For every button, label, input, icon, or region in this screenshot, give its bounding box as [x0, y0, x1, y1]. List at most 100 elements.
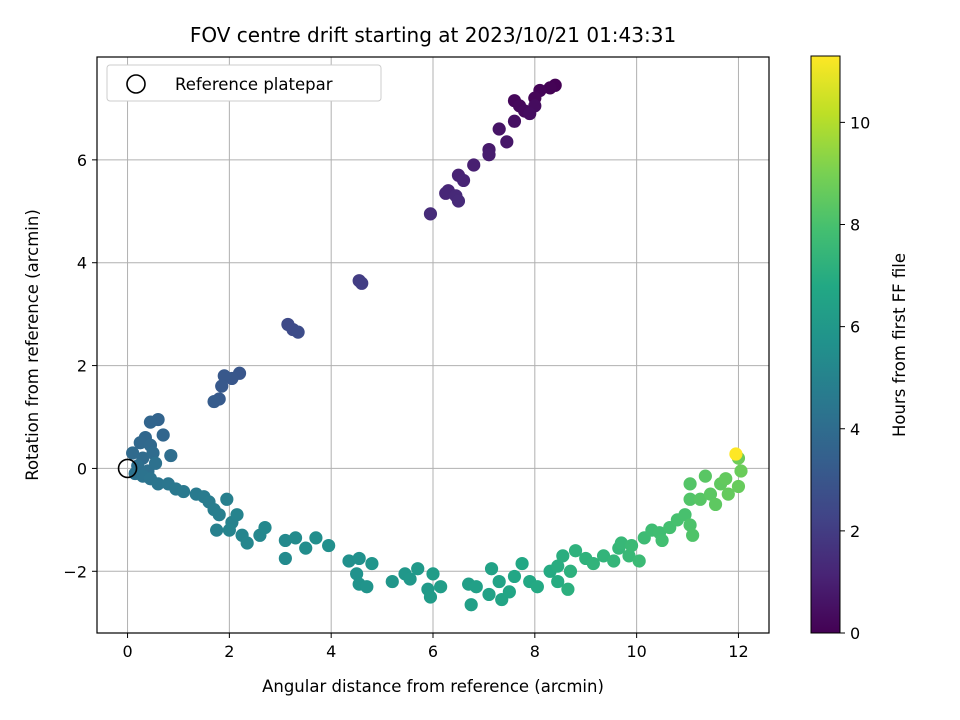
data-point — [288, 531, 303, 545]
colorbar-label: Hours from first FF file — [890, 253, 909, 437]
legend-marker-icon — [126, 74, 146, 94]
data-point — [309, 531, 323, 545]
data-point — [655, 533, 669, 548]
data-point — [729, 447, 743, 461]
y-tick-label: 0 — [77, 459, 87, 478]
data-point — [683, 518, 697, 532]
data-point — [207, 394, 221, 409]
data-point — [624, 538, 639, 553]
y-tick-label: 4 — [77, 254, 87, 273]
data-point — [423, 207, 438, 221]
grid-lines — [97, 57, 769, 633]
data-point — [411, 562, 425, 576]
data-point — [502, 585, 516, 599]
data-point — [719, 472, 733, 486]
data-point — [278, 551, 292, 566]
data-point — [355, 276, 369, 290]
legend-box — [106, 64, 382, 102]
chart-title: FOV centre drift starting at 2023/10/21 … — [190, 23, 676, 47]
data-point — [426, 567, 440, 581]
data-point — [360, 580, 374, 594]
data-point — [556, 549, 570, 563]
data-point — [220, 492, 234, 506]
data-point — [731, 479, 746, 494]
data-point — [434, 580, 448, 594]
data-point — [551, 574, 565, 589]
colorbar-ticks: 0 2 4 6 8 10 — [840, 113, 870, 643]
data-point — [176, 484, 191, 499]
data-point — [164, 448, 178, 463]
data-point — [143, 415, 158, 429]
data-point — [439, 186, 453, 200]
data-point — [385, 574, 399, 589]
data-point — [530, 580, 544, 594]
x-tick-label: 2 — [224, 642, 234, 661]
data-point — [215, 379, 229, 393]
data-point — [693, 492, 707, 506]
colorbar-tick-label: 0 — [850, 624, 860, 643]
colorbar-tick-label: 4 — [850, 420, 860, 439]
colorbar-tick-label: 10 — [850, 113, 870, 132]
data-point — [686, 528, 700, 542]
data-point — [148, 456, 163, 470]
y-axis-label: Rotation from reference (arcmin) — [23, 209, 42, 481]
data-point — [126, 446, 140, 460]
x-tick-label: 6 — [428, 642, 438, 661]
data-point — [133, 436, 147, 450]
colorbar-tick-label: 6 — [850, 318, 860, 337]
legend: Reference platepar — [106, 64, 382, 102]
colorbar-tick-label: 8 — [850, 216, 860, 235]
data-point — [240, 536, 254, 550]
data-point — [222, 523, 236, 537]
x-tick-label: 4 — [326, 642, 336, 661]
y-tick-label: 2 — [77, 357, 87, 376]
y-axis-ticks: −2 0 2 4 6 — [63, 151, 97, 581]
data-point — [403, 572, 417, 586]
data-point — [561, 582, 575, 596]
data-point — [614, 536, 628, 550]
data-point — [586, 556, 600, 571]
x-tick-label: 0 — [122, 642, 132, 661]
colorbar-scale — [810, 55, 841, 634]
data-point — [543, 81, 557, 95]
data-point — [683, 477, 697, 491]
data-point — [721, 487, 735, 501]
data-point — [482, 148, 496, 162]
data-point — [551, 559, 565, 573]
data-point — [632, 554, 646, 568]
data-point — [492, 574, 506, 589]
y-tick-label: −2 — [63, 562, 87, 581]
x-axis-label: Angular distance from reference (arcmin) — [262, 677, 604, 696]
data-point — [210, 523, 224, 537]
data-point — [703, 487, 718, 501]
data-point — [507, 114, 522, 128]
x-tick-label: 10 — [626, 642, 646, 661]
x-tick-label: 8 — [530, 642, 540, 661]
data-point — [467, 158, 481, 172]
data-point — [607, 554, 621, 568]
data-point — [230, 508, 244, 522]
data-point — [515, 556, 529, 571]
data-point — [708, 497, 723, 512]
data-point — [291, 325, 305, 339]
data-point — [365, 556, 379, 571]
data-point — [258, 520, 272, 535]
data-point — [278, 533, 292, 548]
data-point — [683, 492, 697, 506]
data-point — [563, 564, 578, 578]
data-point — [156, 428, 170, 442]
x-tick-label: 12 — [728, 642, 748, 661]
data-point — [500, 135, 514, 149]
reference-platepar-marker — [117, 458, 138, 479]
data-point — [482, 587, 496, 602]
data-point — [469, 580, 483, 594]
data-point — [423, 590, 438, 604]
data-point — [451, 194, 466, 208]
data-point — [212, 508, 226, 522]
data-point — [146, 446, 160, 460]
data-point — [678, 508, 692, 522]
data-point — [596, 549, 611, 563]
x-axis-ticks: 0 2 4 6 8 10 12 — [122, 633, 749, 661]
data-point — [492, 122, 506, 136]
